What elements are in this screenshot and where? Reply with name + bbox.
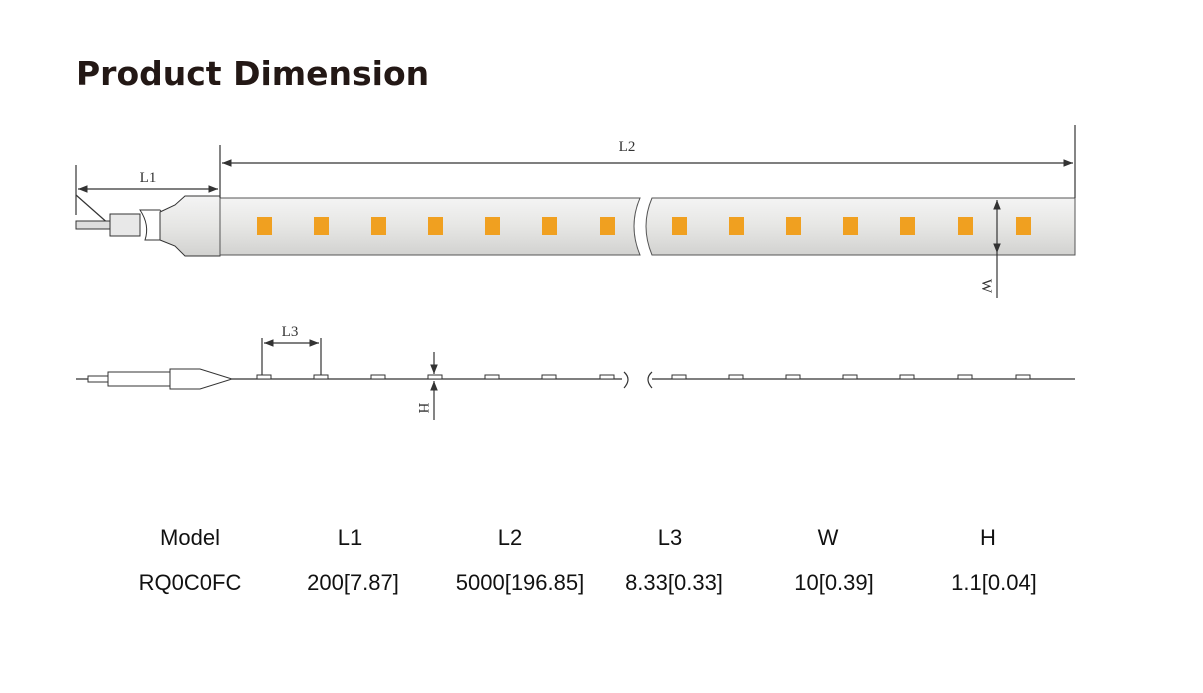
dim-label: L2	[619, 139, 636, 155]
table-cell: 10[0.39]	[794, 570, 874, 595]
dim-label: H	[415, 403, 431, 414]
table-header: Model	[160, 525, 220, 550]
table-cell: 1.1[0.04]	[951, 570, 1037, 595]
side-view: L3 H	[76, 324, 1075, 420]
top-view: L1 L2 W	[75, 125, 1076, 298]
table-cell: RQ0C0FC	[139, 570, 242, 595]
table-header: L1	[338, 525, 362, 550]
dim-label: W	[978, 279, 994, 294]
table-header: W	[818, 525, 839, 550]
table-cell: 8.33[0.33]	[625, 570, 723, 595]
table-header: H	[980, 525, 996, 550]
spec-table: Model L1 L2 L3 W H RQ0C0FC 200[7.87] 500…	[139, 525, 1037, 595]
dim-label: L1	[140, 170, 157, 186]
table-cell: 5000[196.85]	[456, 570, 584, 595]
table-cell: 200[7.87]	[307, 570, 399, 595]
title: Product Dimension	[76, 54, 429, 93]
table-header: L2	[498, 525, 522, 550]
dim-label: L3	[282, 324, 299, 340]
table-header: L3	[658, 525, 682, 550]
